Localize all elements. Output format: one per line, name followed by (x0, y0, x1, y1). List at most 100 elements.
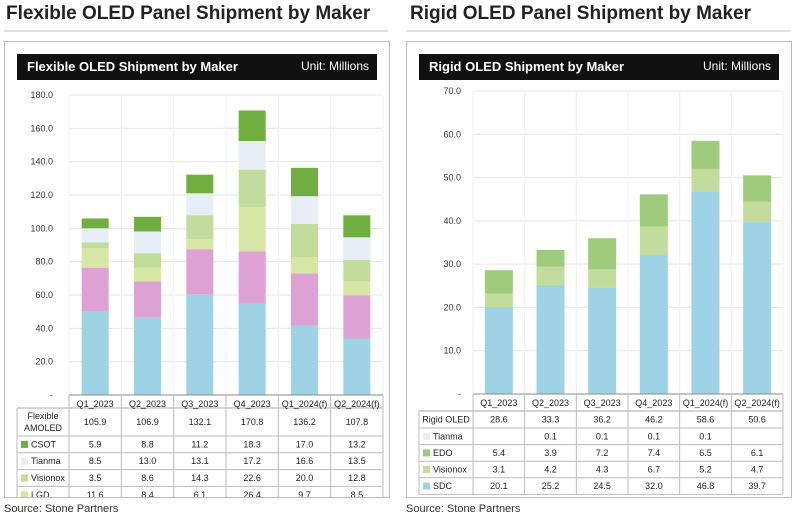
flexible-legend-label-visionox: Visionox (31, 473, 65, 483)
rigid-table-cell: 0.1 (648, 431, 661, 441)
rigid-total-value: 33.3 (542, 415, 560, 425)
flexible-y-tick-label: 160.0 (30, 123, 53, 133)
rigid-y-tick-label: 70.0 (443, 86, 461, 96)
rigid-bar-visionox (536, 266, 565, 285)
rigid-table-cell: 3.9 (544, 448, 557, 458)
flexible-bar-visionox (186, 215, 214, 239)
rigid-table-cell: 39.7 (748, 481, 766, 491)
flexible-table-cell: 3.5 (89, 473, 102, 483)
flexible-table-cell: 11.2 (191, 439, 208, 449)
flexible-chart-panel: Flexible OLED Shipment by Maker Unit: Mi… (4, 41, 390, 498)
flexible-shipment-chart: 180.0 160.0 140.0 120.0 100.0 80.0 60.0 40.0 20.… (16, 90, 384, 497)
flexible-table-cell: 17.0 (296, 439, 314, 449)
flexible-chart-title: Flexible OLED Shipment by Maker (27, 59, 238, 74)
rigid-source-note: Source: Stone Partners (406, 503, 521, 515)
rigid-bar-edo (743, 175, 772, 202)
flexible-bar-sdc (81, 311, 109, 395)
flexible-bar-boe (186, 249, 214, 295)
rigid-table-cell: 5.4 (493, 448, 506, 458)
rigid-y-tick-label: - (458, 389, 461, 399)
rigid-total-value: 58.6 (697, 415, 715, 425)
rigid-table-cell: 0.1 (596, 431, 609, 441)
rigid-y-tick-label: 30.0 (443, 259, 461, 269)
rigid-table-cell: 24.5 (593, 481, 611, 491)
flexible-y-tick-label: - (50, 390, 53, 400)
flexible-legend-label-tianma: Tianma (31, 456, 61, 466)
flexible-bar-tianma (343, 237, 371, 260)
flexible-bar-lgd (291, 257, 318, 274)
flexible-table-cell: 8.5 (351, 490, 364, 497)
flexible-bar-lgd (134, 267, 161, 282)
flexible-category-label: Q2_2024(f) (334, 399, 380, 409)
flexible-total-value: 132.1 (189, 417, 212, 427)
rigid-legend-label-visionox: Visionox (433, 465, 467, 475)
rigid-bar-visionox (639, 226, 668, 256)
flexible-y-tick-label: 20.0 (35, 357, 53, 367)
flexible-bar-tianma (134, 231, 161, 254)
flexible-bar-csot (238, 110, 266, 141)
flexible-bar-sdc (238, 303, 266, 395)
rigid-bar-visionox (691, 168, 720, 192)
flexible-y-tick-label: 40.0 (35, 323, 53, 333)
flexible-bar-lgd (238, 207, 266, 252)
rigid-category-label: Q2_2023 (532, 398, 569, 408)
flexible-table-cell: 13.5 (348, 456, 366, 466)
flexible-legend-swatch-visionox (21, 474, 28, 482)
rigid-bar-sdc (588, 287, 617, 394)
rigid-table-cell: 4.2 (544, 465, 557, 475)
rigid-legend-label-sdc: SDC (433, 481, 453, 491)
flexible-legend-swatch-csot (21, 440, 28, 448)
rigid-chart-title: Rigid OLED Shipment by Maker (429, 59, 625, 74)
flexible-category-label: Q1_2023 (77, 399, 114, 409)
rigid-table-cell: 3.1 (493, 465, 506, 475)
flexible-legend-swatch-lgd (21, 491, 28, 497)
flexible-legend-label-csot: CSOT (31, 439, 57, 449)
flexible-legend-label-lgd: LGD (31, 490, 50, 497)
rigid-table-cell: 7.2 (596, 448, 609, 458)
flexible-table-cell: 13.1 (191, 456, 209, 466)
flexible-bar-boe (238, 251, 266, 304)
rigid-total-value: 46.2 (645, 415, 663, 425)
rigid-bar-edo (691, 140, 720, 169)
flexible-bar-sdc (134, 317, 161, 395)
rigid-legend-swatch-edo (423, 449, 430, 457)
rigid-unit-label: Unit: Millions (702, 59, 771, 73)
rigid-y-tick-label: 40.0 (443, 216, 461, 226)
rigid-total-row-label: Rigid OLED (422, 415, 470, 425)
rigid-total-value: 50.6 (748, 415, 766, 425)
flexible-table-cell: 13.2 (348, 439, 366, 449)
flexible-table-cell: 13.0 (139, 456, 157, 466)
flexible-table-cell: 9.7 (298, 490, 311, 497)
flexible-bar-visionox (291, 223, 318, 258)
flexible-y-tick-label: 180.0 (30, 90, 53, 100)
flexible-table-cell: 6.1 (194, 490, 207, 497)
flexible-table-cell: 14.3 (191, 473, 209, 483)
flexible-category-label: Q2_2023 (129, 399, 166, 409)
flexible-bar-tianma (186, 193, 214, 216)
rigid-legend-swatch-visionox (423, 466, 430, 473)
rigid-category-label: Q4_2023 (635, 398, 672, 408)
rigid-table-cell: 0.1 (544, 431, 557, 441)
flexible-bar-tianma (291, 196, 318, 224)
rigid-bar-visionox (743, 201, 772, 223)
flexible-bar-boe (134, 281, 161, 318)
flexible-bar-visionox (81, 242, 109, 249)
flexible-bar-boe (343, 295, 371, 339)
flexible-total-row-label: Flexible (27, 411, 58, 421)
flexible-bar-csot (186, 174, 214, 194)
flexible-table-cell: 20.0 (296, 473, 314, 483)
rigid-table-cell: 6.5 (699, 448, 712, 458)
rigid-y-tick-label: 60.0 (443, 129, 461, 139)
flexible-total-value: 136.2 (293, 417, 316, 427)
rigid-y-tick-label: 10.0 (443, 346, 461, 356)
rigid-total-value: 28.6 (490, 415, 508, 425)
flexible-y-tick-label: 100.0 (30, 223, 53, 233)
flexible-table-cell: 16.6 (296, 456, 314, 466)
flexible-bar-lgd (81, 248, 109, 268)
flexible-bar-visionox (238, 169, 266, 208)
rigid-category-label: Q2_2024(f) (734, 398, 780, 408)
flexible-bar-csot (81, 218, 109, 229)
flexible-total-value: 170.8 (241, 417, 264, 427)
flexible-bar-boe (291, 273, 318, 326)
rigid-bar-visionox (484, 293, 513, 307)
